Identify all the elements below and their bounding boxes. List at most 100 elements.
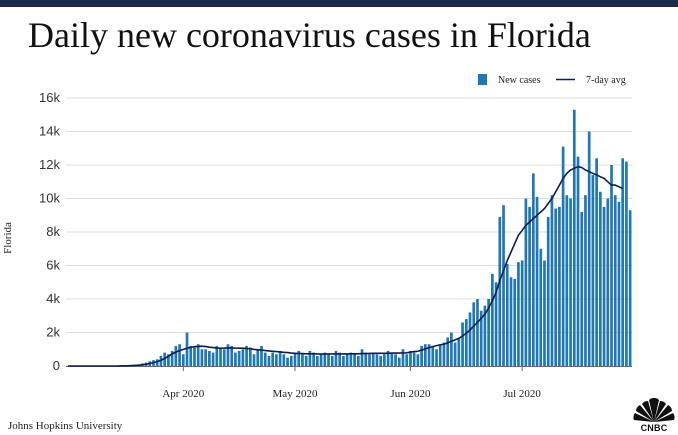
bar: [334, 350, 338, 366]
top-accent-bar: [0, 0, 678, 7]
bar: [278, 350, 282, 366]
cnbc-logo: CNBC: [632, 397, 676, 434]
bar: [397, 357, 401, 366]
bar: [204, 349, 207, 366]
bar: [476, 299, 479, 366]
bar: [569, 198, 572, 366]
bar: [431, 345, 435, 366]
bar: [461, 322, 464, 366]
bar: [345, 354, 349, 366]
axis-ticks: 0 2k 4k 6k 8k 10k 12k 14k 16k Apr 2020 May 2020 Jun…: [39, 90, 541, 400]
bar: [558, 206, 561, 366]
bar: [275, 354, 278, 366]
bar: [409, 350, 412, 366]
bar: [442, 342, 446, 366]
y-tick-label: 8k: [46, 224, 60, 239]
bar: [181, 354, 185, 366]
bar: [155, 359, 159, 366]
bar: [368, 354, 371, 366]
bar: [621, 158, 625, 366]
bar: [505, 263, 509, 366]
bar-series: [114, 109, 632, 366]
bar: [256, 349, 260, 366]
bar: [546, 216, 550, 366]
bar: [438, 344, 442, 366]
bar: [316, 355, 319, 366]
legend: New cases 7-day avg: [478, 74, 626, 86]
x-tick-label: Jul 2020: [503, 388, 541, 400]
y-tick-label: 6k: [46, 258, 60, 273]
x-tick-label: May 2020: [273, 388, 318, 400]
bar: [628, 210, 632, 366]
bar: [301, 354, 304, 366]
bar: [271, 352, 275, 366]
y-tick-label: 10k: [39, 191, 60, 206]
bar: [625, 161, 628, 366]
bar: [289, 355, 293, 366]
bar: [450, 332, 453, 366]
bar: [483, 305, 487, 366]
bar: [468, 312, 472, 366]
bar: [248, 347, 252, 366]
y-tick-label: 12k: [39, 157, 60, 172]
bar: [360, 349, 364, 366]
bar: [193, 347, 196, 366]
bar: [435, 349, 438, 366]
bar: [189, 345, 193, 366]
bar: [576, 156, 580, 366]
bar: [241, 349, 245, 366]
bar: [509, 277, 513, 366]
bar: [356, 355, 360, 366]
bar: [196, 344, 200, 366]
bar: [561, 146, 565, 366]
bar: [427, 344, 431, 366]
bar: [502, 205, 505, 366]
bar: [260, 345, 263, 366]
y-tick-label: 4k: [46, 291, 60, 306]
bar: [565, 195, 569, 366]
bar: [457, 337, 461, 366]
bar: [602, 206, 606, 366]
bar: [208, 350, 211, 366]
bar: [178, 344, 181, 366]
bar: [487, 299, 490, 366]
bar: [312, 352, 315, 366]
bar: [226, 344, 230, 366]
legend-bar-swatch: [478, 74, 487, 85]
bar: [200, 349, 204, 366]
legend-new-cases-label: New cases: [498, 75, 541, 86]
bar: [572, 109, 576, 366]
bar: [464, 319, 468, 366]
bar: [550, 195, 554, 366]
bar: [185, 332, 189, 366]
bar: [491, 273, 494, 366]
bar: [513, 278, 517, 366]
bar: [405, 354, 409, 366]
bar: [211, 352, 215, 366]
bar: [584, 195, 587, 366]
bar: [412, 352, 416, 366]
bar: [267, 355, 271, 366]
bar: [535, 196, 539, 366]
bar: [617, 201, 621, 366]
y-axis-label: Florida: [2, 222, 14, 254]
bar: [613, 195, 617, 366]
bar: [263, 352, 267, 366]
bar: [167, 354, 170, 366]
bar: [587, 131, 591, 366]
bar: [595, 158, 598, 366]
avg-line: [67, 165, 624, 367]
bar: [610, 165, 613, 366]
bar: [319, 354, 323, 366]
bar: [394, 354, 397, 366]
bar: [520, 260, 524, 366]
bar: [386, 350, 390, 366]
bar: [494, 282, 498, 366]
bar: [479, 310, 483, 366]
bar: [390, 352, 394, 366]
bar: [531, 173, 535, 366]
y-tick-label: 14k: [39, 124, 60, 139]
bar: [375, 354, 379, 366]
bar: [472, 302, 476, 366]
source-note: Johns Hopkins University: [8, 420, 123, 432]
